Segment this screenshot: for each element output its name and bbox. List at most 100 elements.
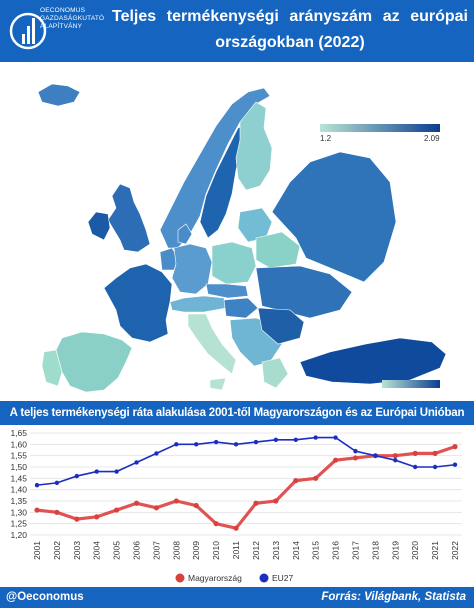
y-tick-label: 1,25: [10, 519, 27, 529]
x-tick-label: 2021: [430, 541, 440, 560]
data-point: [452, 444, 458, 450]
data-point: [94, 514, 100, 520]
x-tick-label: 2008: [171, 541, 181, 560]
data-point: [313, 435, 318, 440]
logo-line-3: ALAPÍTVÁNY: [40, 23, 83, 30]
footer-source: Forrás: Világbank, Statista: [321, 591, 466, 603]
data-point: [74, 516, 80, 522]
logo-line-1: OECONOMUS: [40, 7, 86, 14]
legend-marker: [175, 573, 185, 583]
page-title: Teljes termékenységi arányszám az európa…: [112, 8, 468, 51]
top-scale-max: 2.09: [424, 134, 440, 143]
footer-banner: @Oeconomus Forrás: Világbank, Statista: [0, 587, 474, 608]
data-point: [253, 439, 259, 445]
x-tick-label: 2012: [251, 541, 261, 560]
map-ukraine: [255, 265, 353, 319]
data-point: [332, 457, 339, 463]
map-poland: [211, 241, 257, 285]
logo-text: OECONOMUS GAZDASÁGKUTATÓ ALAPÍTVÁNY: [40, 7, 104, 31]
data-point: [54, 480, 60, 486]
map-spain: [55, 331, 133, 393]
legend-label: EU27: [272, 573, 294, 583]
data-point: [412, 450, 418, 456]
x-tick-label: 2009: [191, 541, 201, 560]
y-tick-label: 1,65: [10, 428, 27, 438]
map-czechia: [205, 283, 249, 299]
data-point: [293, 478, 299, 484]
footer-handle: @Oeconomus: [6, 591, 84, 603]
map-denmark: [177, 223, 193, 245]
data-point: [392, 453, 398, 459]
data-point: [213, 439, 219, 445]
top-scale-bar: [320, 124, 440, 132]
x-tick-label: 2002: [52, 541, 62, 560]
data-point: [133, 500, 140, 506]
x-tick-label: 2016: [331, 541, 341, 560]
map-belarus: [255, 231, 301, 269]
oeconomus-logo: [9, 12, 47, 50]
data-point: [273, 498, 279, 504]
data-point: [134, 460, 139, 465]
data-point: [333, 435, 338, 440]
x-tick-label: 2004: [92, 541, 102, 560]
x-tick-label: 2003: [72, 541, 82, 560]
data-point: [452, 462, 458, 467]
x-tick-label: 2018: [370, 541, 380, 560]
map-norway: [159, 87, 271, 249]
data-point: [34, 482, 40, 488]
x-tick-label: 2010: [211, 541, 221, 560]
data-point: [393, 458, 398, 463]
y-tick-label: 1,45: [10, 473, 27, 483]
data-point: [412, 464, 418, 470]
data-point: [213, 521, 219, 527]
data-point: [94, 469, 99, 474]
x-tick-label: 2020: [410, 541, 420, 560]
x-tick-label: 2011: [231, 541, 241, 560]
y-tick-label: 1,50: [10, 462, 27, 472]
legend-marker: [259, 573, 269, 583]
chart-title-banner: A teljes termékenységi ráta alakulása 20…: [0, 401, 474, 425]
map-romania: [257, 307, 305, 345]
data-point: [352, 455, 359, 461]
data-point: [153, 505, 160, 511]
series-line-eu27: [36, 436, 456, 486]
data-point: [114, 507, 120, 513]
europe-map-svg: [37, 83, 447, 393]
data-point: [273, 437, 279, 442]
data-point: [432, 464, 438, 470]
map-italy: [187, 313, 237, 375]
x-tick-label: 2007: [151, 541, 161, 560]
data-point: [174, 442, 179, 447]
map-turkey: [299, 337, 447, 385]
y-tick-label: 1,35: [10, 496, 27, 506]
map-uk: [107, 183, 151, 253]
x-tick-label: 2014: [291, 541, 301, 560]
data-point: [233, 525, 239, 531]
map-greece: [261, 357, 289, 389]
map-hungary: [223, 297, 259, 319]
data-point: [54, 509, 60, 515]
line-chart-svg: 1,201,25 1,301,351,40 1,451,501,55 1,601,65…: [10, 428, 462, 583]
y-tick-label: 1,30: [10, 507, 27, 517]
title-banner: OECONOMUS GAZDASÁGKUTATÓ ALAPÍTVÁNY Telj…: [0, 0, 474, 62]
x-tick-label: 2013: [271, 541, 281, 560]
map-germany: [171, 243, 213, 295]
data-point: [114, 469, 119, 474]
x-tick-label: 2001: [32, 541, 42, 560]
y-tick-label: 1,60: [10, 439, 27, 449]
map-portugal: [41, 349, 63, 387]
chart-title: A teljes termékenységi ráta alakulása 20…: [9, 407, 465, 419]
data-point: [193, 502, 199, 509]
map-sicily: [209, 377, 227, 391]
europe-fertility-map: 1.2 2.09: [0, 62, 474, 400]
x-tick-label: 2019: [390, 541, 400, 560]
x-tick-label: 2015: [311, 541, 321, 560]
x-tick-label: 2005: [112, 541, 122, 560]
data-point: [74, 473, 80, 479]
x-tick-label: 2006: [132, 541, 142, 560]
map-russia: [271, 151, 397, 283]
series-line-magyarorszag: [36, 445, 456, 530]
top-scale-min: 1.2: [320, 134, 332, 143]
y-tick-label: 1,40: [10, 485, 27, 495]
logo-line-2: GAZDASÁGKUTATÓ: [40, 15, 105, 22]
